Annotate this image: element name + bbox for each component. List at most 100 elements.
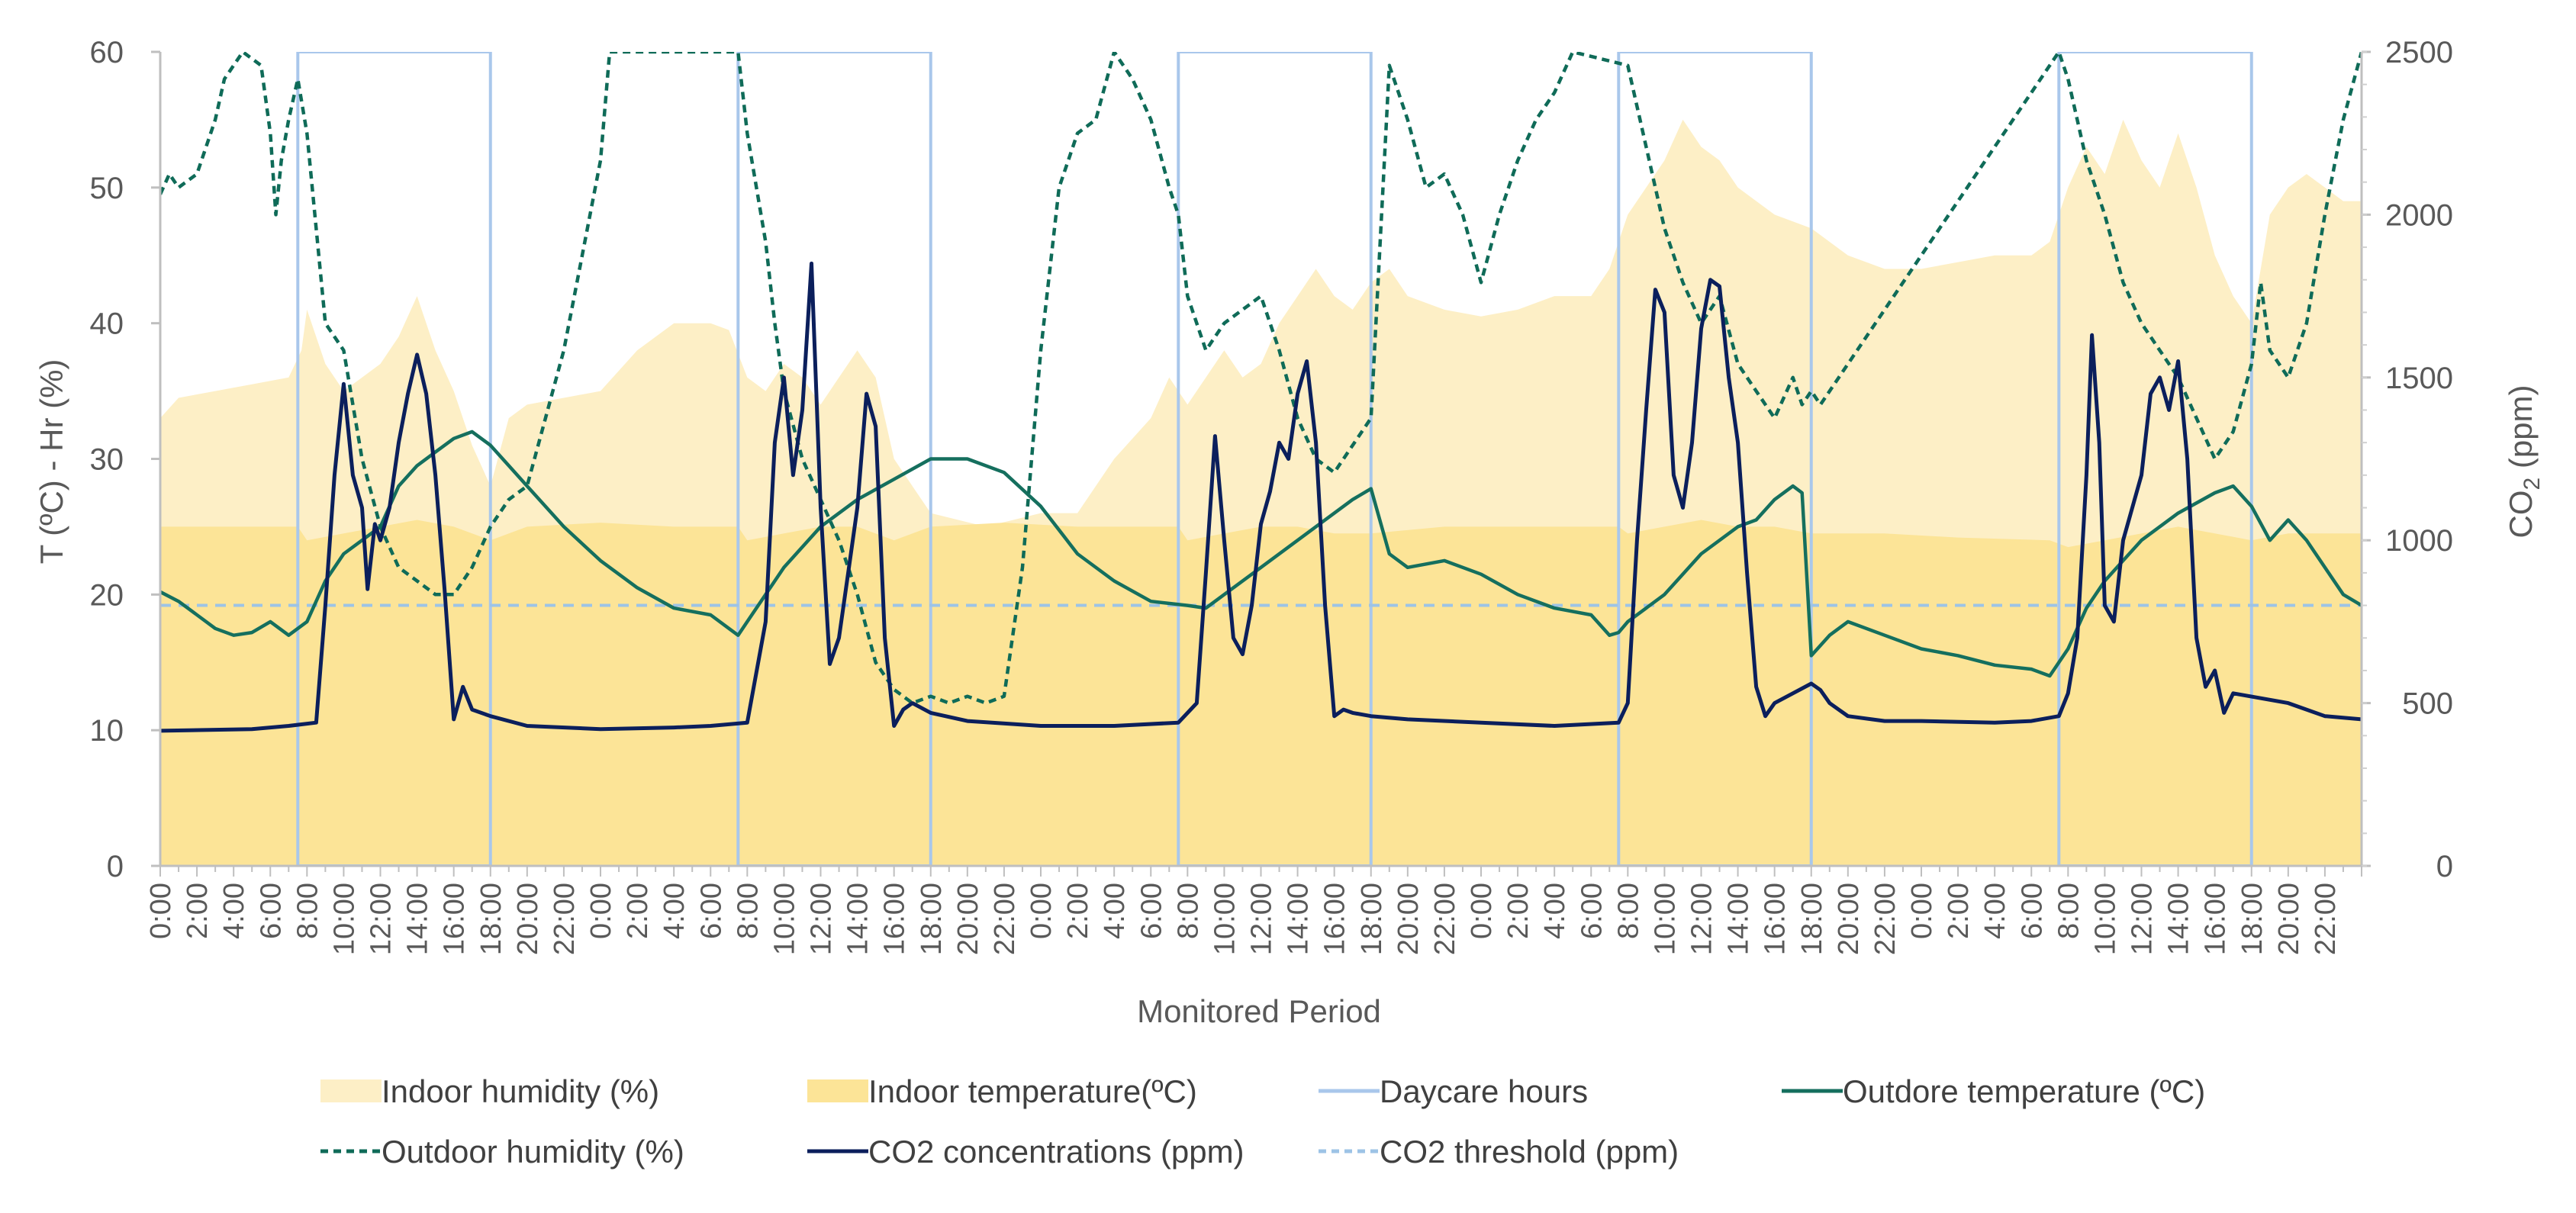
x-tick-label: 6:00: [1576, 883, 1608, 939]
x-tick-label: 18:00: [2236, 883, 2268, 955]
x-tick-label: 20:00: [952, 883, 984, 955]
plot-layer: [160, 52, 2362, 866]
x-tick-label: 6:00: [255, 883, 287, 939]
x-tick-label: 6:00: [2016, 883, 2048, 939]
x-tick-label: 8:00: [732, 883, 764, 939]
x-tick-label: 12:00: [1246, 883, 1278, 955]
x-tick-label: 4:00: [1099, 883, 1131, 939]
x-tick-label: 14:00: [2163, 883, 2195, 955]
y-axis-right-title-unit: (ppm): [2503, 384, 2539, 477]
legend-item-daycare-hours: Daycare hours: [1319, 1073, 1588, 1109]
y-left-tick-label: 50: [90, 172, 124, 205]
x-tick-label: 18:00: [916, 883, 948, 955]
x-tick-label: 22:00: [2310, 883, 2342, 955]
x-tick-label: 16:00: [1760, 883, 1792, 955]
legend-item-co2-concentrations-ppm: CO2 concentrations (ppm): [807, 1134, 1245, 1170]
legend-item-indoor-humidity: Indoor humidity (%): [320, 1073, 659, 1109]
y-axis-right-title-main: CO: [2503, 491, 2539, 539]
y-right-tick-label: 500: [2402, 687, 2453, 721]
legend-swatch: [320, 1079, 382, 1102]
x-tick-label: 18:00: [1796, 883, 1828, 955]
legend-label: Indoor temperature(ºC): [868, 1073, 1197, 1109]
legend-label: Indoor humidity (%): [382, 1073, 659, 1109]
y-left-tick-label: 30: [90, 443, 124, 477]
x-tick-label: 14:00: [402, 883, 434, 955]
legend-label: Outdoor humidity (%): [382, 1134, 684, 1170]
x-tick-label: 2:00: [1062, 883, 1094, 939]
x-tick-label: 0:00: [1466, 883, 1498, 939]
legend-label: CO2 threshold (ppm): [1380, 1134, 1679, 1170]
x-tick-label: 0:00: [585, 883, 617, 939]
legend-label: CO2 concentrations (ppm): [868, 1134, 1245, 1170]
x-tick-label: 4:00: [1539, 883, 1571, 939]
daycare-hours-box-5: [2057, 52, 2253, 866]
legend-label: Outdore temperature (ºC): [1843, 1073, 2205, 1109]
line-co2-concentrations-ppm: [160, 261, 2362, 733]
y-left-tick-label: 0: [107, 850, 124, 883]
x-tick-label: 6:00: [695, 883, 727, 939]
x-tick-label: 20:00: [1393, 883, 1425, 955]
x-tick-label: 20:00: [2273, 883, 2305, 955]
y-axis-left-title: T (ºC) - Hr (%): [34, 359, 69, 565]
x-tick-label: 20:00: [512, 883, 544, 955]
x-tick-label: 16:00: [1319, 883, 1351, 955]
x-tick-label: 8:00: [1612, 883, 1644, 939]
x-tick-label: 2:00: [1502, 883, 1534, 939]
y-left-tick-label: 60: [90, 36, 124, 69]
x-tick-label: 18:00: [475, 883, 507, 955]
legend-label: Daycare hours: [1380, 1073, 1588, 1109]
x-tick-label: 0:00: [1906, 883, 1938, 939]
x-tick-label: 16:00: [879, 883, 911, 955]
x-tick-label: 10:00: [1649, 883, 1681, 955]
x-tick-label: 20:00: [1833, 883, 1865, 955]
line-outdore-temperature-c: [160, 430, 2362, 678]
x-tick-label: 22:00: [549, 883, 581, 955]
daycare-hours-box-3: [1177, 52, 1373, 866]
x-tick-label: 8:00: [2053, 883, 2085, 939]
x-tick-label: 10:00: [768, 883, 800, 955]
x-tick-label: 8:00: [1172, 883, 1204, 939]
x-tick-label: 10:00: [2089, 883, 2121, 955]
y-axis-right-title-sub: 2: [2520, 478, 2545, 491]
x-tick-label: 12:00: [1686, 883, 1718, 955]
x-tick-label: 4:00: [218, 883, 250, 939]
x-tick-label: 12:00: [2127, 883, 2159, 955]
x-tick-label: 8:00: [291, 883, 324, 939]
legend-item-indoor-temperature-c: Indoor temperature(ºC): [807, 1073, 1197, 1109]
y-left-tick-label: 20: [90, 578, 124, 612]
x-tick-label: 16:00: [2200, 883, 2232, 955]
x-tick-label: 10:00: [1209, 883, 1241, 955]
x-tick-label: 0:00: [145, 883, 177, 939]
x-tick-label: 6:00: [1135, 883, 1167, 939]
x-tick-label: 14:00: [1283, 883, 1315, 955]
x-tick-label: 2:00: [182, 883, 214, 939]
x-tick-label: 22:00: [1429, 883, 1461, 955]
x-tick-label: 16:00: [439, 883, 471, 955]
legend-item-co2-threshold-ppm: CO2 threshold (ppm): [1319, 1134, 1679, 1170]
x-tick-label: 14:00: [1723, 883, 1755, 955]
x-tick-label: 10:00: [328, 883, 360, 955]
y-right-tick-label: 1500: [2385, 362, 2453, 395]
x-axis-title: Monitored Period: [1137, 993, 1381, 1029]
legend-item-outdoor-humidity: Outdoor humidity (%): [320, 1134, 684, 1170]
x-tick-label: 2:00: [1943, 883, 1975, 939]
y-right-tick-label: 2000: [2385, 198, 2453, 232]
x-tick-label: 12:00: [365, 883, 398, 955]
x-tick-label: 22:00: [989, 883, 1021, 955]
legend: Indoor humidity (%) Indoor temperature(ºC…: [320, 1073, 2205, 1170]
daycare-hours-box-4: [1617, 52, 1813, 866]
x-tick-label: 18:00: [1356, 883, 1388, 955]
y-right-tick-label: 1000: [2385, 524, 2453, 558]
y-right-tick-label: 2500: [2385, 36, 2453, 69]
x-tick-label: 4:00: [658, 883, 691, 939]
legend-swatch: [807, 1079, 868, 1102]
daycare-hours-box-1: [296, 52, 492, 866]
x-tick-label: 12:00: [806, 883, 838, 955]
y-left-tick-label: 10: [90, 714, 124, 748]
y-right-tick-label: 0: [2436, 850, 2453, 883]
x-tick-label: 22:00: [1869, 883, 1901, 955]
y-left-tick-label: 40: [90, 307, 124, 341]
